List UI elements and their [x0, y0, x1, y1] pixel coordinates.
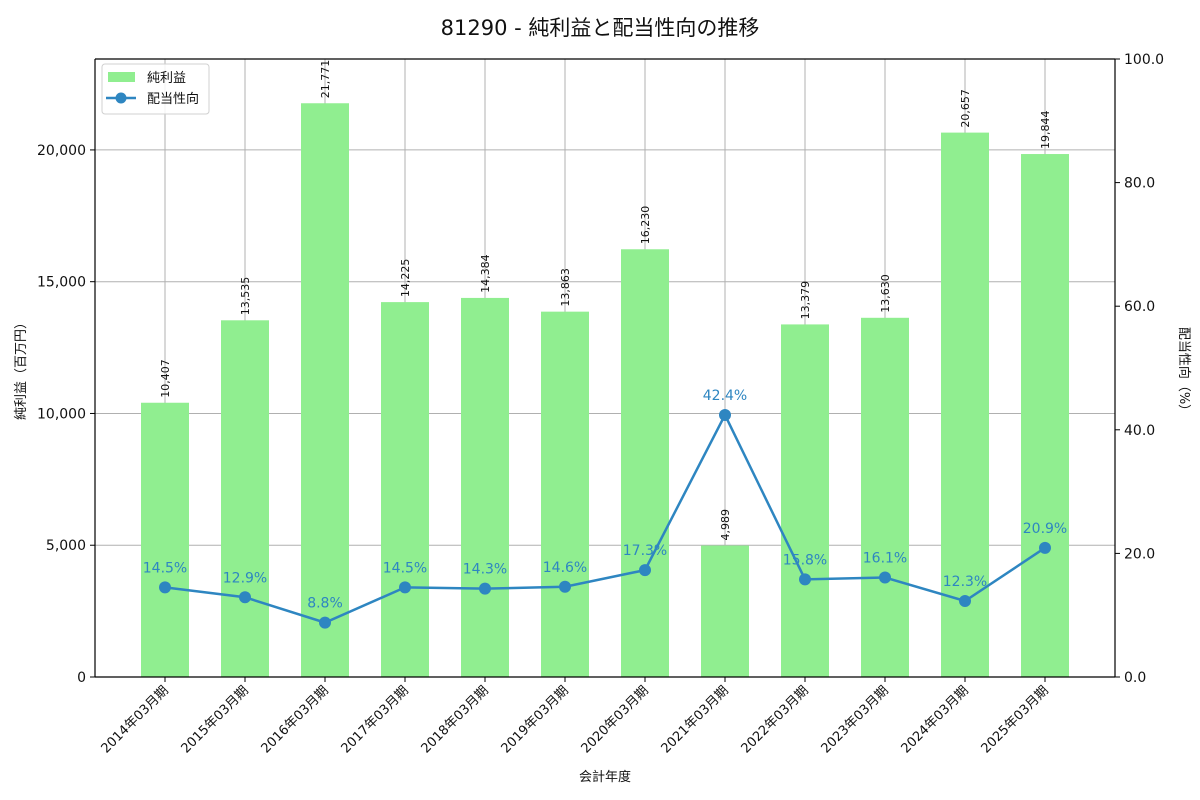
bar — [701, 545, 749, 677]
bar-value-label: 21,771 — [319, 60, 332, 99]
line-marker — [639, 564, 651, 577]
bar — [781, 324, 829, 677]
y-axis-left-label: 純利益（百万円） — [14, 316, 29, 420]
x-tick-label: 2014年03月期 — [99, 683, 172, 756]
bar-value-label: 19,844 — [1039, 111, 1052, 150]
line-value-label: 42.4% — [703, 388, 747, 404]
y-right-tick-label: 80.0 — [1124, 176, 1155, 192]
line-marker — [719, 408, 731, 421]
bar — [221, 320, 269, 677]
x-tick-label: 2017年03月期 — [339, 683, 412, 756]
bar-series — [141, 103, 1069, 677]
bar-value-label: 4,989 — [719, 509, 732, 541]
line-marker — [1039, 541, 1051, 554]
y-left-tick-label: 0 — [77, 670, 86, 686]
line-marker — [239, 591, 251, 604]
x-tick-label: 2023年03月期 — [819, 683, 892, 756]
x-tick-label: 2024年03月期 — [899, 683, 972, 756]
y-left-tick-label: 15,000 — [37, 275, 86, 291]
legend-bar-label: 純利益 — [147, 71, 186, 86]
line-marker — [479, 582, 491, 595]
y-left-tick-label: 5,000 — [46, 538, 86, 554]
line-marker — [879, 571, 891, 584]
bar-value-label: 16,230 — [639, 206, 652, 245]
line-value-label: 17.3% — [623, 543, 667, 559]
bar — [461, 297, 509, 677]
y-left-tick-label: 10,000 — [37, 406, 86, 422]
x-tick-label: 2022年03月期 — [739, 683, 812, 756]
y-right-tick-label: 20.0 — [1124, 546, 1155, 562]
bar — [541, 311, 589, 677]
bar-value-label: 13,863 — [559, 268, 572, 307]
bar-value-label: 10,407 — [159, 359, 172, 398]
bar — [301, 103, 349, 677]
line-value-label: 14.5% — [383, 560, 427, 576]
y-right-tick-label: 100.0 — [1124, 52, 1164, 68]
line-value-labels: 14.5% 12.9% 8.8% 14.5% 14.3% 14.6% 17.3% 42.4% 1… — [143, 388, 1067, 612]
y-right-tick-label: 60.0 — [1124, 299, 1155, 315]
bar-value-label: 14,384 — [479, 254, 492, 293]
line-marker — [399, 581, 411, 594]
bar-value-label: 14,225 — [399, 259, 412, 298]
x-tick-label: 2015年03月期 — [179, 683, 252, 756]
x-tick-label: 2018年03月期 — [419, 683, 492, 756]
line-value-label: 15.8% — [783, 552, 827, 568]
line-value-label: 20.9% — [1023, 521, 1067, 537]
x-tick-label: 2021年03月期 — [659, 683, 732, 756]
line-value-label: 12.9% — [223, 570, 267, 586]
bar-value-label: 13,535 — [239, 277, 252, 316]
bar — [381, 302, 429, 677]
legend-line-label: 配当性向 — [147, 91, 199, 107]
x-axis-label: 会計年度 — [579, 769, 631, 785]
legend-bar-swatch — [108, 72, 135, 82]
line-marker — [799, 573, 811, 586]
legend: 純利益 配当性向 — [101, 63, 210, 115]
axes: 0 5,000 10,000 15,000 20,000 0.0 20.0 40.0 60.0 8… — [37, 52, 1164, 757]
line-marker — [559, 580, 571, 593]
y-right-tick-label: 0.0 — [1124, 670, 1146, 686]
line-marker — [159, 581, 171, 594]
bar — [861, 317, 909, 677]
y-left-tick-label: 20,000 — [37, 143, 86, 159]
x-tick-label: 2016年03月期 — [259, 683, 332, 756]
x-tick-label: 2020年03月期 — [579, 683, 652, 756]
bar-value-label: 13,379 — [799, 281, 812, 320]
line-value-label: 16.1% — [863, 551, 907, 567]
y-right-tick-label: 40.0 — [1124, 423, 1155, 439]
line-value-label: 8.8% — [307, 596, 343, 612]
legend-line-marker — [115, 92, 127, 104]
bar — [621, 249, 669, 677]
bar — [141, 402, 189, 677]
y-axis-right-label: 配当性向（%） — [1176, 327, 1192, 417]
bar-value-label: 13,630 — [879, 274, 892, 313]
bar-value-label: 20,657 — [959, 89, 972, 128]
bar — [941, 132, 989, 677]
line-value-label: 14.3% — [463, 562, 507, 578]
line-value-label: 14.5% — [143, 560, 187, 576]
line-series — [159, 408, 1051, 629]
bar-value-labels: 10,407 13,535 21,771 14,225 14,384 13,863 16,2… — [159, 60, 1052, 541]
line-value-label: 14.6% — [543, 560, 587, 576]
bar — [1021, 154, 1069, 677]
line-marker — [959, 594, 971, 607]
x-tick-label: 2025年03月期 — [979, 683, 1052, 756]
line-value-label: 12.3% — [943, 574, 987, 590]
chart-title: 81290 - 純利益と配当性向の推移 — [440, 16, 760, 40]
line-marker — [319, 616, 331, 629]
x-tick-label: 2019年03月期 — [499, 683, 572, 756]
